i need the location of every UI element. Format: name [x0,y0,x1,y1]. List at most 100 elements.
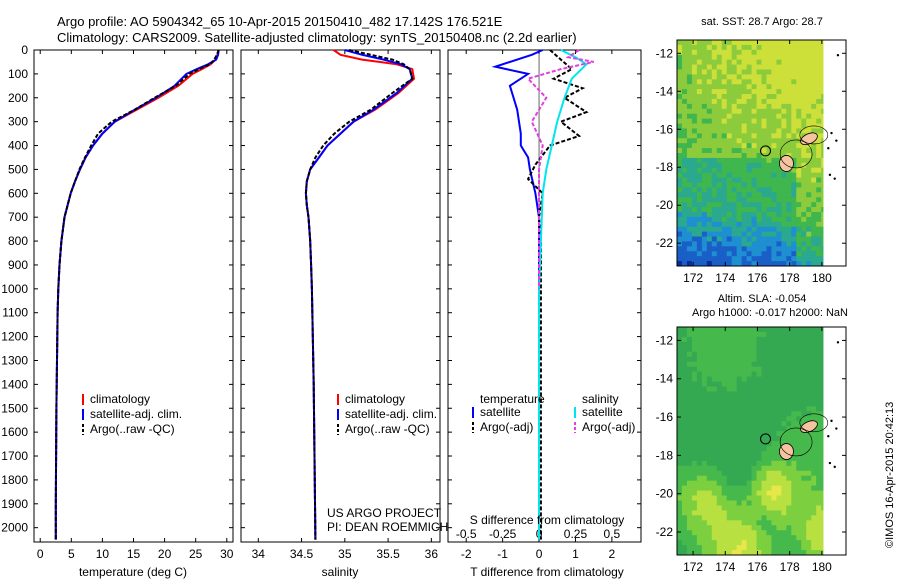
map-cell [806,455,812,462]
map-cell [751,545,758,551]
map-cell [731,108,738,115]
map-cell [801,143,807,149]
map-cell [776,123,782,130]
map-cell [721,515,728,521]
map-cell [746,450,753,457]
map-y-tick-label: -20 [656,198,674,212]
map-cell [746,118,753,125]
island-viti-levu [779,155,794,172]
y-tick-label: 900 [8,258,28,272]
map-cell [677,94,683,100]
map-cell [681,540,688,546]
series-line [54,49,220,540]
map-cell [781,89,787,95]
map-cell [726,480,733,487]
map-cell [741,386,748,393]
map-cell [681,406,688,412]
map-cell [716,40,723,46]
map-cell [746,153,753,159]
map-cell [686,431,693,437]
map-cell [801,450,807,457]
map-cell [816,79,822,85]
map-cell [801,485,807,492]
map-cell [706,341,713,348]
map-cell [771,346,778,353]
map-cell [726,455,733,462]
map-cell [731,59,738,66]
map-cell [811,327,817,333]
map-cell [756,450,763,457]
map-cell [711,216,718,223]
map-cell [681,441,688,447]
map-cell [686,113,693,120]
map-cell [701,236,708,243]
map-cell [801,386,807,393]
map-y-tick-label: -12 [656,46,674,60]
map-cell [751,465,758,472]
map-cell [706,128,713,134]
map-cell [811,108,817,115]
map-cell [771,530,778,536]
map-cell [731,421,738,427]
map-cell [756,226,763,233]
map-cell [801,123,807,130]
map-cell [801,480,807,487]
map-cell [677,177,683,184]
map-cell [677,187,683,193]
map-cell [701,351,708,358]
map-cell [791,411,797,417]
map-cell [801,381,807,388]
map-cell [736,153,743,159]
map-cell [816,545,822,551]
map-cell [696,371,703,378]
map-cell [686,94,693,100]
map-cell [706,515,713,521]
map-cell [696,366,703,373]
map-cell [691,510,698,516]
map-cell [771,108,778,115]
map-cell [791,525,797,531]
map-cell [681,148,688,154]
map-cell [716,346,723,353]
map-cell [741,445,748,452]
map-cell [791,143,797,149]
map-cell [746,103,753,110]
map-cell [776,416,782,422]
map-cell [746,426,753,432]
map-cell [796,391,802,397]
map-cell [721,495,728,502]
map-cell [756,157,763,164]
map-cell [711,540,718,546]
map-cell [691,153,698,159]
map-cell [721,54,728,61]
map-cell [791,520,797,526]
sst-map-axes: 172 174 176 178 180-12-14-16-18-20-22 [656,40,846,285]
map-cell [731,401,738,407]
map-cell [677,54,683,61]
map-cell [736,480,743,487]
map-cell [756,231,763,238]
map-cell [801,153,807,159]
map-cell [746,495,753,502]
map-cell [746,510,753,516]
map-cell [791,84,797,90]
map-cell [796,197,802,203]
map-cell [701,182,708,188]
map-cell [681,44,688,51]
map-cell [751,207,758,213]
map-cell [746,236,753,243]
map-cell [726,187,733,193]
figure-title-line1: Argo profile: AO 5904342_65 10-Apr-2015 … [57,14,503,29]
map-cell [746,197,753,203]
map-cell [716,246,723,252]
map-cell [716,143,723,149]
map-cell [716,216,723,223]
map-cell [701,460,708,467]
map-cell [786,460,792,467]
map-cell [766,153,773,159]
map-cell [776,331,782,338]
map-cell [706,455,713,462]
temperature-panel: 0 5 10 15 20 25 30 [34,49,234,561]
map-cell [677,351,683,358]
map-cell [701,485,708,492]
